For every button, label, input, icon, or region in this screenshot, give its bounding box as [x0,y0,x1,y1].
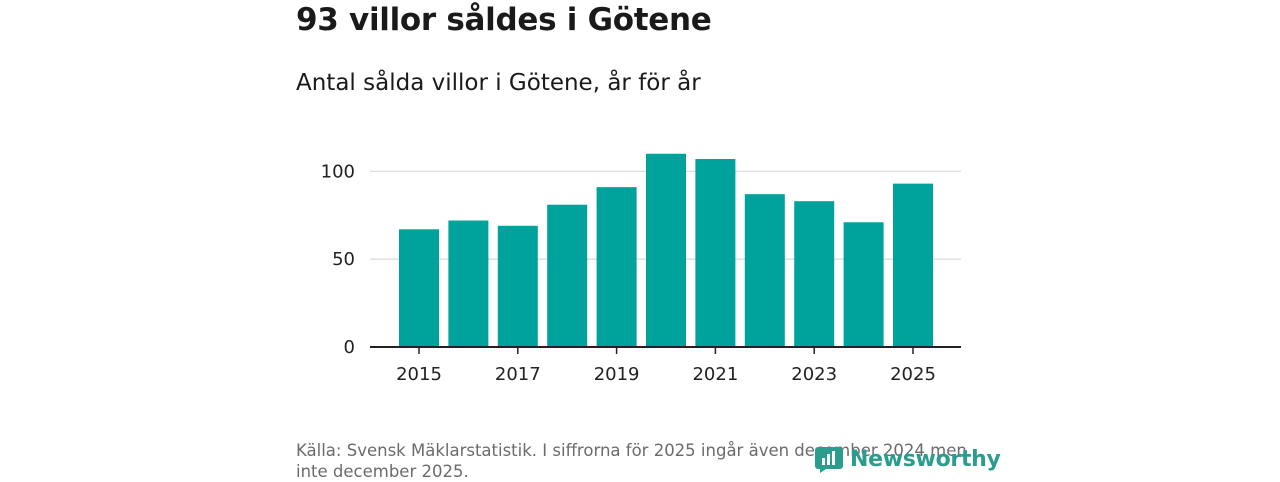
bar-2024 [843,222,884,347]
bar-2015 [399,229,439,347]
bar-2016 [448,220,489,347]
y-tick-label: 50 [332,249,355,270]
bar-2021 [695,159,736,347]
bar-2022 [744,194,785,347]
chart-title: 93 villor såldes i Götene [296,2,712,38]
bar-chart: 0 50 100 2015 2017 2019 2021 2023 2025 [321,153,961,385]
x-axis-ticks: 2015 2017 2019 2021 2023 2025 [396,347,936,385]
y-tick-label: 100 [321,161,355,182]
bar-chart-icon [815,447,843,473]
y-tick-label: 0 [344,337,355,358]
y-axis-ticks: 0 50 100 [321,161,355,358]
x-tick-label: 2021 [692,364,738,385]
bar-2023 [794,201,835,347]
chart-subtitle: Antal sålda villor i Götene, år för år [296,70,701,96]
bars [399,153,933,347]
bar-2020 [646,153,686,347]
x-tick-label: 2019 [594,364,640,385]
bar-2018 [547,204,588,347]
brand-logo: Newsworthy [814,444,1001,474]
bar-2025 [893,183,933,347]
x-tick-label: 2017 [495,364,541,385]
bar-2019 [596,187,637,347]
x-tick-label: 2025 [890,364,936,385]
source-note: Källa: Svensk Mäklarstatistik. I siffror… [296,441,967,481]
bar-2017 [497,225,538,347]
x-tick-label: 2023 [791,364,837,385]
brand-name: Newsworthy [850,446,1001,472]
x-tick-label: 2015 [396,364,442,385]
